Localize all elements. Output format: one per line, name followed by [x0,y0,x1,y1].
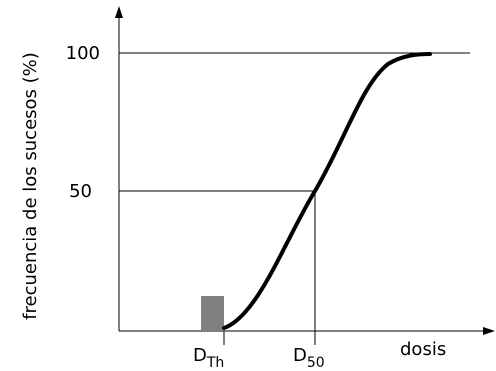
median-label: D50 [293,345,325,371]
dose-response-curve [222,52,432,330]
x-axis-label: dosis [400,339,446,360]
y-axis-arrow [115,6,123,18]
y-axis-label: frecuencia de los sucesos (%) [20,52,41,320]
median-sub: 50 [307,355,325,371]
y-tick-label: 50 [69,181,92,202]
x-axis-arrow [483,327,495,335]
threshold-label: DTh [193,345,224,371]
threshold-main: D [193,345,207,366]
threshold-sub: Th [206,355,224,371]
y-tick-label: 100 [66,43,100,64]
threshold-block [201,296,224,331]
median-main: D [293,345,307,366]
